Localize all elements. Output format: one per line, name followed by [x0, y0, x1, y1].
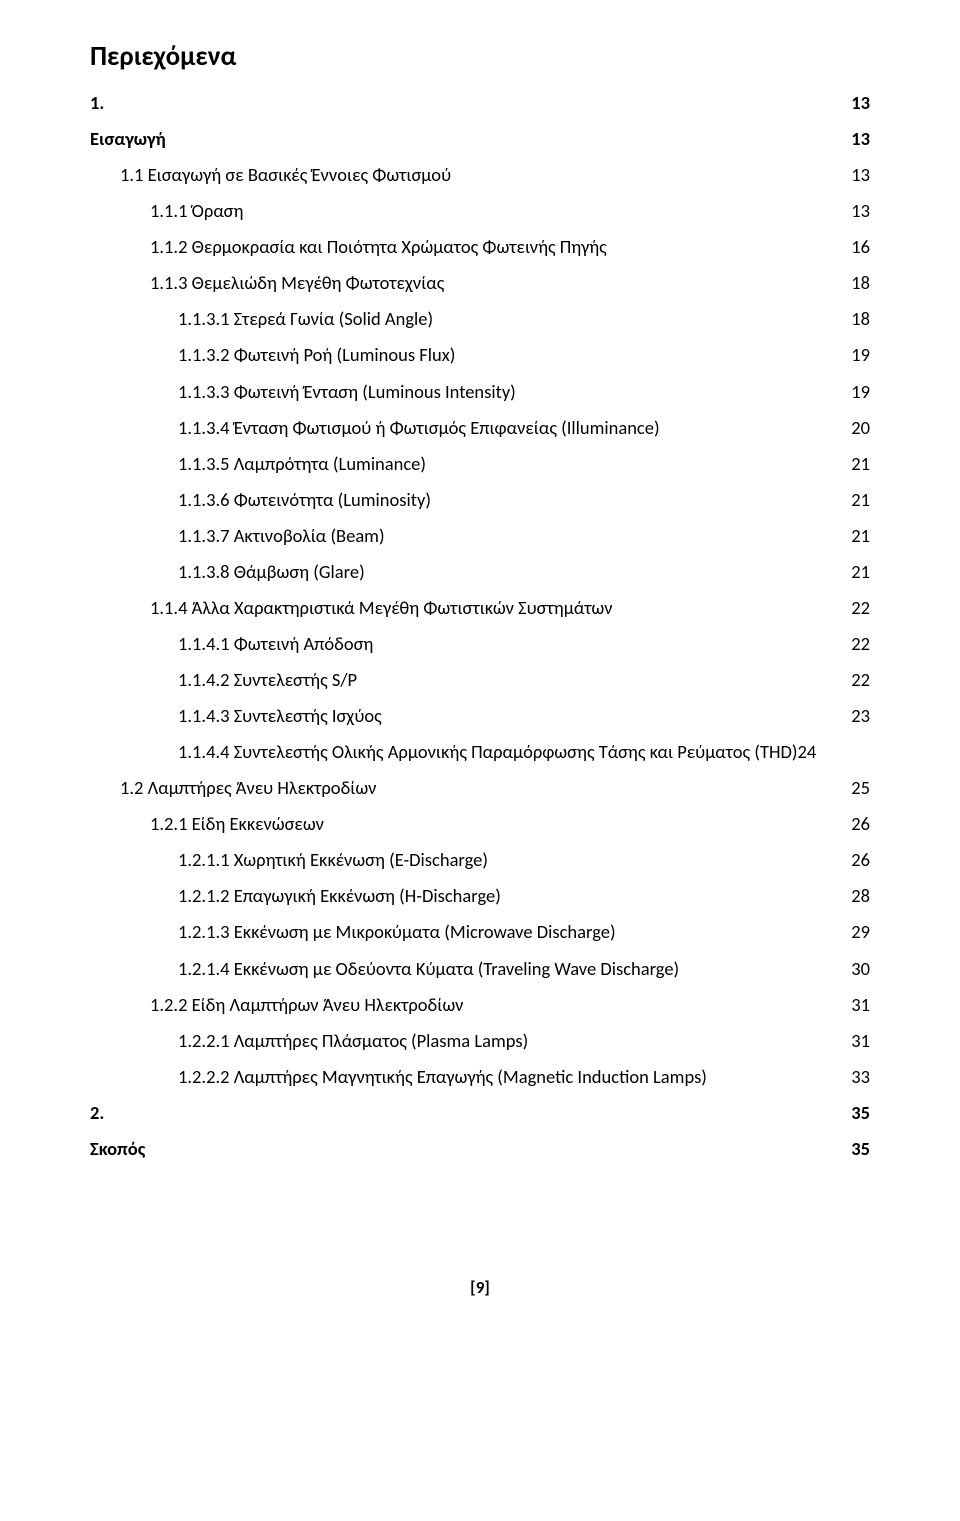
- toc-entry-label: 1.1.3.5 Λαμπρότητα (Luminance): [178, 446, 426, 482]
- toc-entry: 1.1.3 Θεμελιώδη Μεγέθη Φωτοτεχνίας 18: [90, 265, 870, 301]
- toc-entry-label: 1.1.3.4 Ένταση Φωτισμού ή Φωτισμός Επιφα…: [178, 410, 660, 446]
- toc-entry-page: 13: [851, 85, 870, 121]
- toc-entry-page: 22: [851, 626, 870, 662]
- toc-entry-page: 19: [851, 337, 870, 373]
- toc-entry: 1.1.4.4 Συντελεστής Ολικής Αρμονικής Παρ…: [90, 734, 870, 770]
- toc-entry-page: 24: [797, 734, 816, 770]
- toc-entry-page: 31: [851, 987, 870, 1023]
- toc-entry-page: 22: [851, 590, 870, 626]
- toc-entry: 1.2.1.4 Εκκένωση με Οδεύοντα Κύματα (Tra…: [90, 951, 870, 987]
- toc-entry: 2.35: [90, 1095, 870, 1131]
- toc-entry-page: 29: [851, 914, 870, 950]
- toc-entry-page: 22: [851, 662, 870, 698]
- toc-entry-label: 1.1.3.7 Ακτινοβολία (Beam): [178, 518, 385, 554]
- toc-entry-page: 19: [851, 374, 870, 410]
- toc-entry-page: 26: [851, 842, 870, 878]
- toc-entry-label: 1.1.4.2 Συντελεστής S/P: [178, 662, 357, 698]
- toc-entry: 1.1.4.3 Συντελεστής Ισχύος 23: [90, 698, 870, 734]
- toc-entry: 1.2.2.2 Λαμπτήρες Μαγνητικής Επαγωγής (M…: [90, 1059, 870, 1095]
- toc-entry-page: 35: [851, 1131, 870, 1167]
- toc-entry-label: 1.2.2.2 Λαμπτήρες Μαγνητικής Επαγωγής (M…: [178, 1059, 707, 1095]
- toc-entry-label: 1.1.3.8 Θάμβωση (Glare): [178, 554, 365, 590]
- toc-entry-page: 30: [851, 951, 870, 987]
- toc-entry-page: 13: [851, 157, 870, 193]
- toc-entry-page: 18: [851, 301, 870, 337]
- toc-entry-label: 1.2.1.1 Χωρητική Εκκένωση (E-Discharge): [178, 842, 488, 878]
- toc-entry-label: 1.1 Εισαγωγή σε Βασικές Έννοιες Φωτισμού: [120, 157, 451, 193]
- toc-entry: 1.1.4 Άλλα Χαρακτηριστικά Μεγέθη Φωτιστι…: [90, 590, 870, 626]
- toc-title: Περιεχόμενα: [90, 40, 870, 73]
- toc-entry-page: 21: [851, 554, 870, 590]
- toc-list: 1.13Εισαγωγή131.1 Εισαγωγή σε Βασικές Έν…: [90, 85, 870, 1167]
- toc-entry-label: 1.2.1.3 Εκκένωση με Μικροκύματα (Microwa…: [178, 914, 616, 950]
- toc-entry-label: Σκοπός: [90, 1131, 145, 1167]
- toc-entry-label: 1.1.3 Θεμελιώδη Μεγέθη Φωτοτεχνίας: [150, 265, 444, 301]
- page-footer: [9]: [90, 1277, 870, 1298]
- toc-entry-label: 1.2.2 Είδη Λαμπτήρων Άνευ Ηλεκτροδίων: [150, 987, 463, 1023]
- toc-entry-label: 1.2.2.1 Λαμπτήρες Πλάσματος (Plasma Lamp…: [178, 1023, 528, 1059]
- toc-entry: 1.1.3.6 Φωτεινότητα (Luminosity) 21: [90, 482, 870, 518]
- toc-entry-page: 33: [851, 1059, 870, 1095]
- toc-entry: 1.1.1 Όραση 13: [90, 193, 870, 229]
- toc-entry: 1.1.3.4 Ένταση Φωτισμού ή Φωτισμός Επιφα…: [90, 410, 870, 446]
- toc-entry-page: 13: [851, 193, 870, 229]
- toc-entry: 1.1 Εισαγωγή σε Βασικές Έννοιες Φωτισμού…: [90, 157, 870, 193]
- toc-entry-page: 31: [851, 1023, 870, 1059]
- toc-entry-label: 1.1.3.2 Φωτεινή Ροή (Luminous Flux): [178, 337, 455, 373]
- toc-entry: 1.2.1.3 Εκκένωση με Μικροκύματα (Microwa…: [90, 914, 870, 950]
- toc-entry-label: Εισαγωγή: [90, 121, 166, 157]
- toc-entry-label: 1.2.1 Είδη Εκκενώσεων: [150, 806, 324, 842]
- toc-entry-page: 18: [851, 265, 870, 301]
- page-container: Περιεχόμενα 1.13Εισαγωγή131.1 Εισαγωγή σ…: [0, 0, 960, 1338]
- toc-entry: 1.1.3.5 Λαμπρότητα (Luminance) 21: [90, 446, 870, 482]
- toc-entry-label: 1.1.3.3 Φωτεινή Ένταση (Luminous Intensi…: [178, 374, 516, 410]
- toc-entry: 1.2.2.1 Λαμπτήρες Πλάσματος (Plasma Lamp…: [90, 1023, 870, 1059]
- toc-entry: 1.2 Λαμπτήρες Άνευ Ηλεκτροδίων 25: [90, 770, 870, 806]
- toc-entry: 1.13: [90, 85, 870, 121]
- toc-entry-label: 1.1.3.1 Στερεά Γωνία (Solid Angle): [178, 301, 433, 337]
- toc-entry: 1.2.2 Είδη Λαμπτήρων Άνευ Ηλεκτροδίων 31: [90, 987, 870, 1023]
- toc-entry-page: 23: [851, 698, 870, 734]
- toc-entry-label: 1.2.1.4 Εκκένωση με Οδεύοντα Κύματα (Tra…: [178, 951, 679, 987]
- toc-entry: 1.1.3.8 Θάμβωση (Glare) 21: [90, 554, 870, 590]
- toc-entry-label: 1.1.1 Όραση: [150, 193, 243, 229]
- toc-entry-label: 2.: [90, 1095, 104, 1131]
- toc-entry-label: 1.: [90, 85, 104, 121]
- toc-entry: 1.2.1.1 Χωρητική Εκκένωση (E-Discharge) 2…: [90, 842, 870, 878]
- toc-entry-label: 1.1.4.1 Φωτεινή Απόδοση: [178, 626, 373, 662]
- toc-entry: Εισαγωγή 13: [90, 121, 870, 157]
- toc-entry-page: 26: [851, 806, 870, 842]
- toc-entry-label: 1.1.3.6 Φωτεινότητα (Luminosity): [178, 482, 431, 518]
- toc-entry-label: 1.1.2 Θερμοκρασία και Ποιότητα Χρώματος …: [150, 229, 607, 265]
- toc-entry: 1.1.4.2 Συντελεστής S/P 22: [90, 662, 870, 698]
- toc-entry-label: 1.1.4.3 Συντελεστής Ισχύος: [178, 698, 382, 734]
- toc-entry-page: 21: [851, 482, 870, 518]
- toc-entry: 1.1.3.3 Φωτεινή Ένταση (Luminous Intensi…: [90, 374, 870, 410]
- toc-entry-page: 20: [851, 410, 870, 446]
- toc-entry: 1.1.3.7 Ακτινοβολία (Beam) 21: [90, 518, 870, 554]
- toc-entry-label: 1.2 Λαμπτήρες Άνευ Ηλεκτροδίων: [120, 770, 376, 806]
- toc-entry: 1.1.3.2 Φωτεινή Ροή (Luminous Flux) 19: [90, 337, 870, 373]
- toc-entry-page: 21: [851, 446, 870, 482]
- toc-entry-label: 1.1.4.4 Συντελεστής Ολικής Αρμονικής Παρ…: [178, 734, 797, 770]
- toc-entry: 1.1.4.1 Φωτεινή Απόδοση 22: [90, 626, 870, 662]
- toc-entry: 1.2.1 Είδη Εκκενώσεων 26: [90, 806, 870, 842]
- toc-entry-label: 1.1.4 Άλλα Χαρακτηριστικά Μεγέθη Φωτιστι…: [150, 590, 613, 626]
- toc-entry-page: 28: [851, 878, 870, 914]
- toc-entry-page: 25: [851, 770, 870, 806]
- toc-entry: 1.1.2 Θερμοκρασία και Ποιότητα Χρώματος …: [90, 229, 870, 265]
- toc-entry: Σκοπός 35: [90, 1131, 870, 1167]
- toc-entry-page: 16: [851, 229, 870, 265]
- toc-entry-page: 35: [851, 1095, 870, 1131]
- toc-entry: 1.1.3.1 Στερεά Γωνία (Solid Angle) 18: [90, 301, 870, 337]
- toc-entry: 1.2.1.2 Επαγωγική Εκκένωση (H-Discharge)…: [90, 878, 870, 914]
- toc-entry-page: 21: [851, 518, 870, 554]
- toc-entry-label: 1.2.1.2 Επαγωγική Εκκένωση (H-Discharge): [178, 878, 501, 914]
- toc-entry-page: 13: [851, 121, 870, 157]
